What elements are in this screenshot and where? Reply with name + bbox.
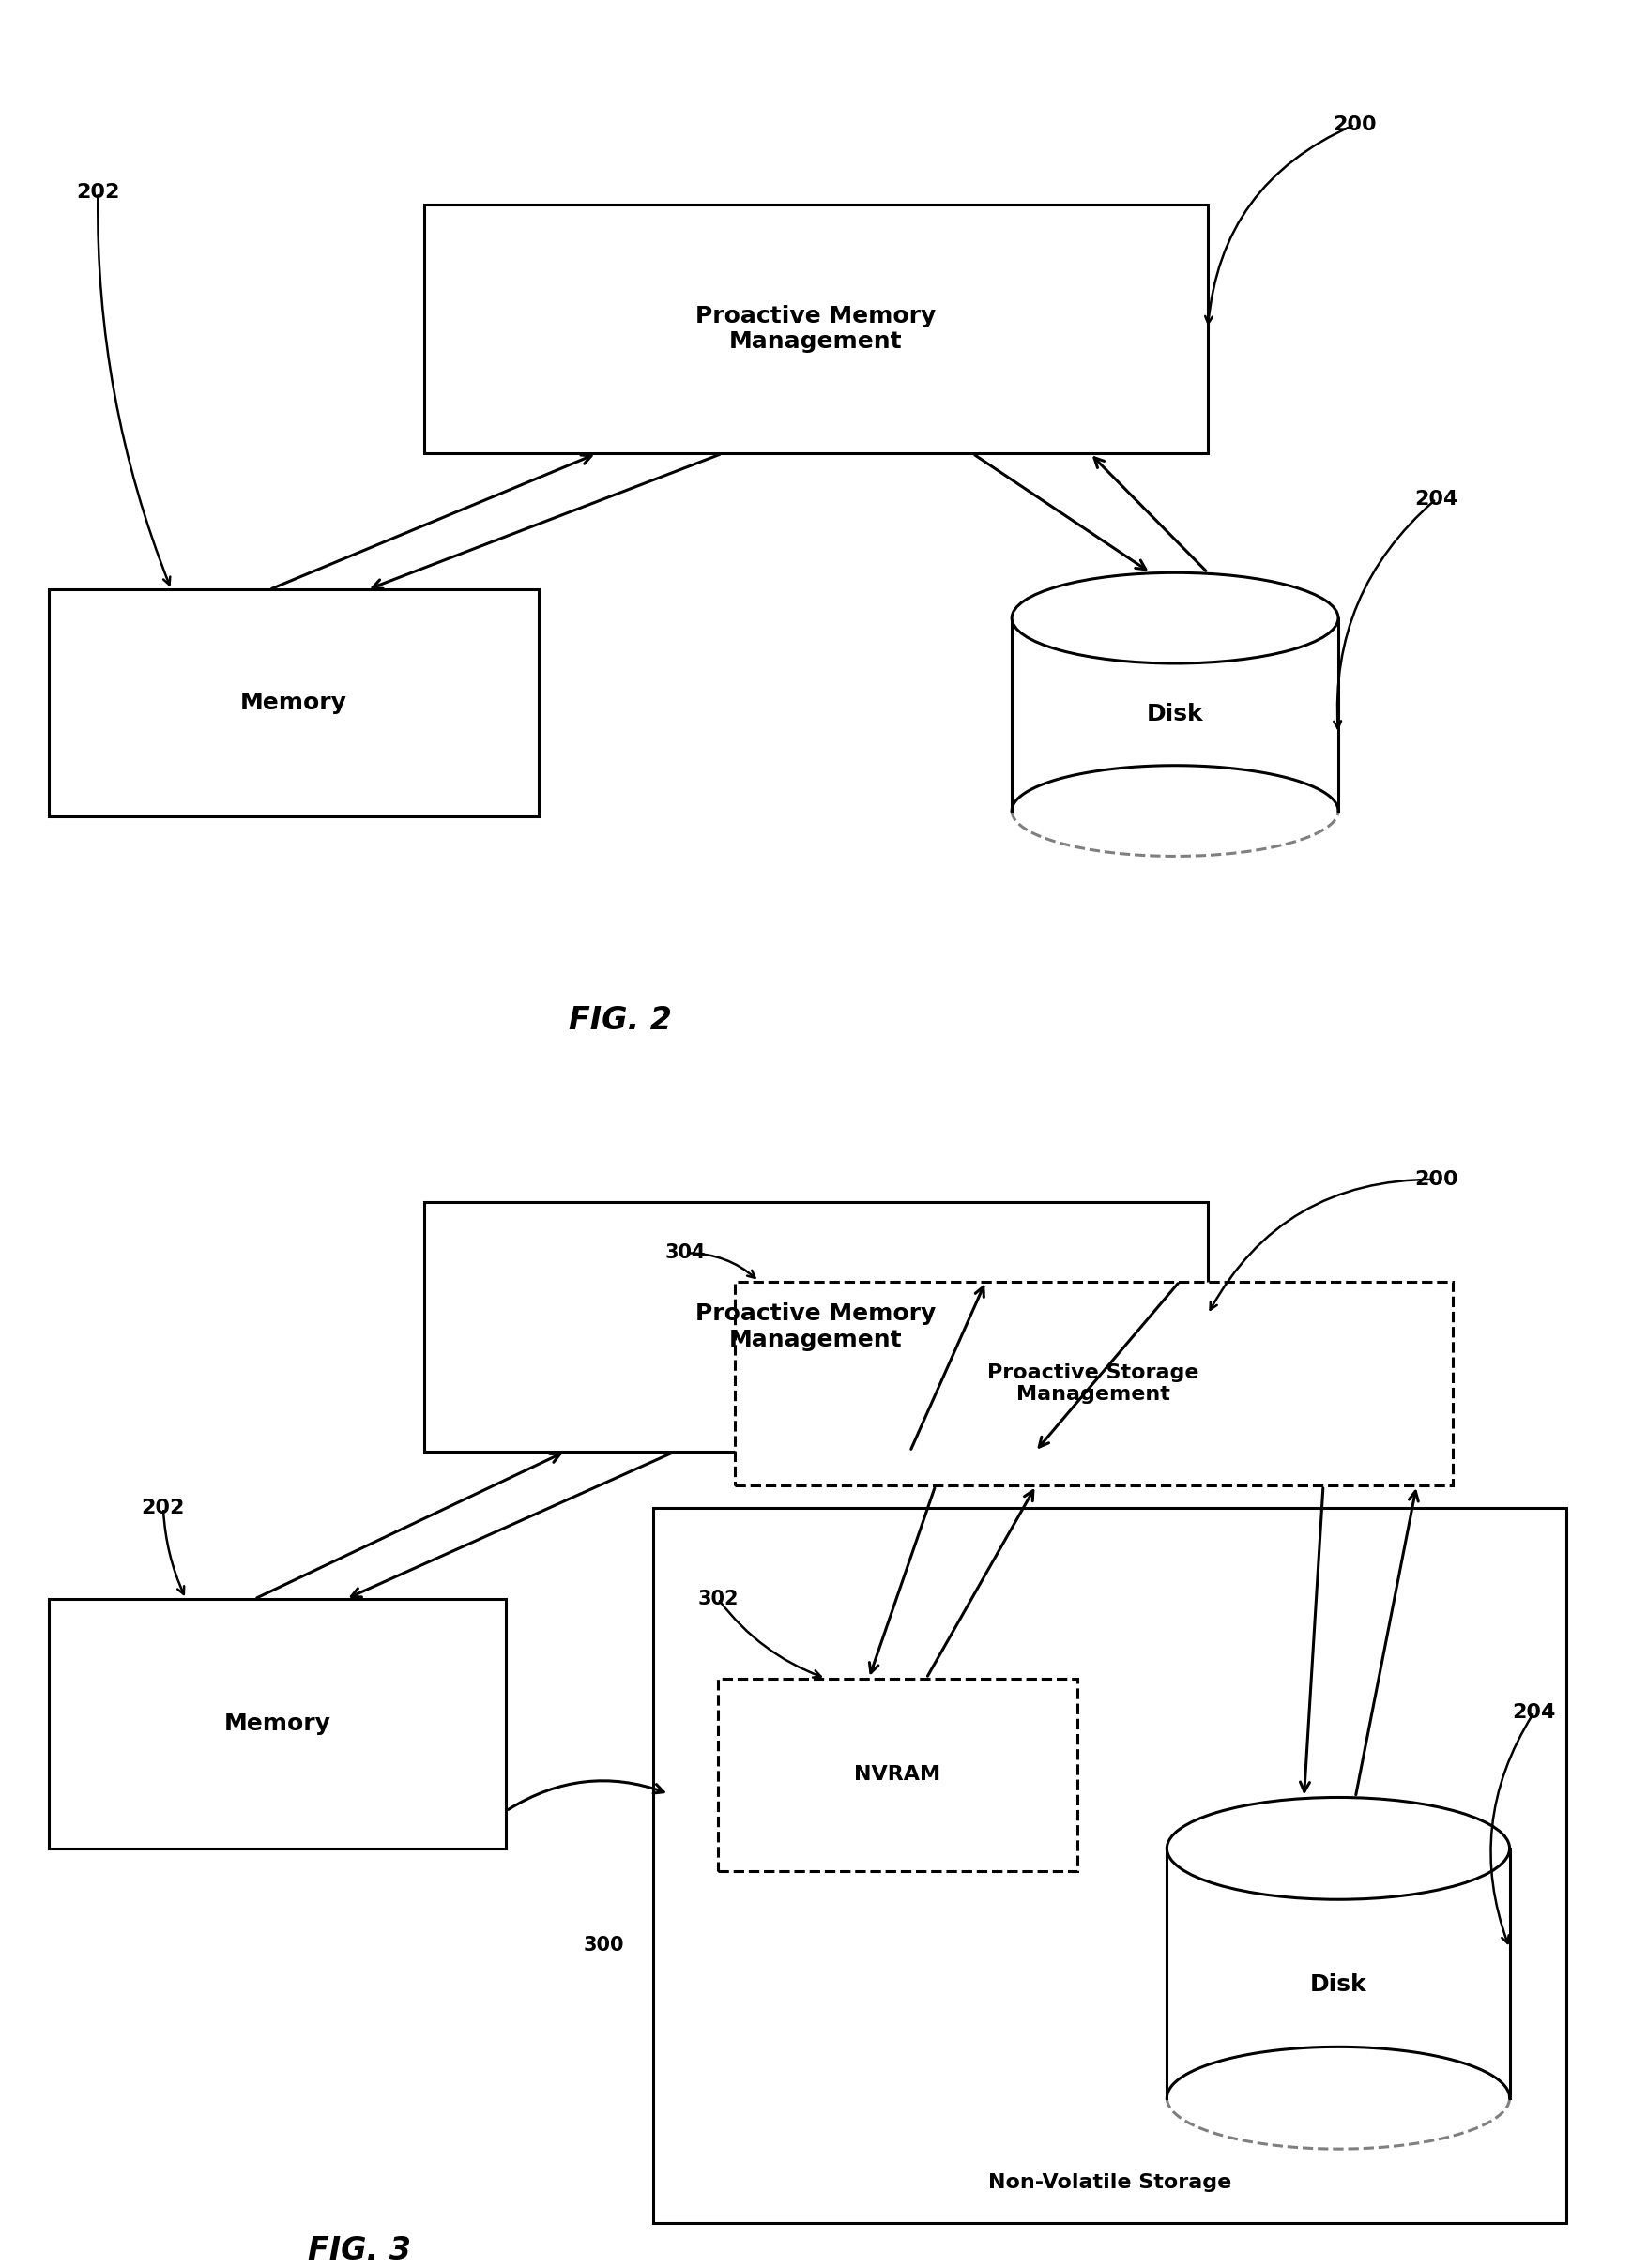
Text: FIG. 3: FIG. 3 (307, 2236, 411, 2266)
Text: 200: 200 (1415, 1170, 1457, 1188)
Text: 200: 200 (1333, 116, 1376, 134)
Ellipse shape (1167, 1796, 1510, 1901)
Text: Memory: Memory (240, 692, 348, 714)
Bar (424, 1202, 1208, 1452)
Text: 302: 302 (697, 1590, 739, 1608)
Text: Memory: Memory (224, 1712, 331, 1735)
Bar (1012, 619, 1338, 812)
Text: Disk: Disk (1310, 1973, 1366, 1996)
Bar (49, 1599, 506, 1848)
Bar (49, 590, 539, 816)
Bar (718, 1678, 1077, 1871)
Text: Disk: Disk (1147, 703, 1203, 726)
Bar (734, 1281, 1452, 1486)
Text: 204: 204 (1415, 490, 1457, 508)
Text: Proactive Memory
Management: Proactive Memory Management (695, 304, 937, 354)
Text: 304: 304 (664, 1243, 707, 1263)
Bar (424, 204, 1208, 454)
Text: Proactive Storage
Management: Proactive Storage Management (987, 1363, 1200, 1404)
Text: 202: 202 (77, 184, 119, 202)
Text: 300: 300 (583, 1935, 625, 1955)
Bar (653, 1508, 1567, 2223)
Text: FIG. 2: FIG. 2 (568, 1005, 672, 1036)
Text: Non-Volatile Storage: Non-Volatile Storage (987, 2173, 1232, 2193)
Text: 204: 204 (1513, 1703, 1555, 1721)
Bar (1167, 1848, 1510, 2098)
Text: NVRAM: NVRAM (855, 1765, 940, 1785)
Text: 202: 202 (142, 1499, 184, 1517)
Text: Proactive Memory
Management: Proactive Memory Management (695, 1302, 937, 1352)
Ellipse shape (1012, 574, 1338, 662)
